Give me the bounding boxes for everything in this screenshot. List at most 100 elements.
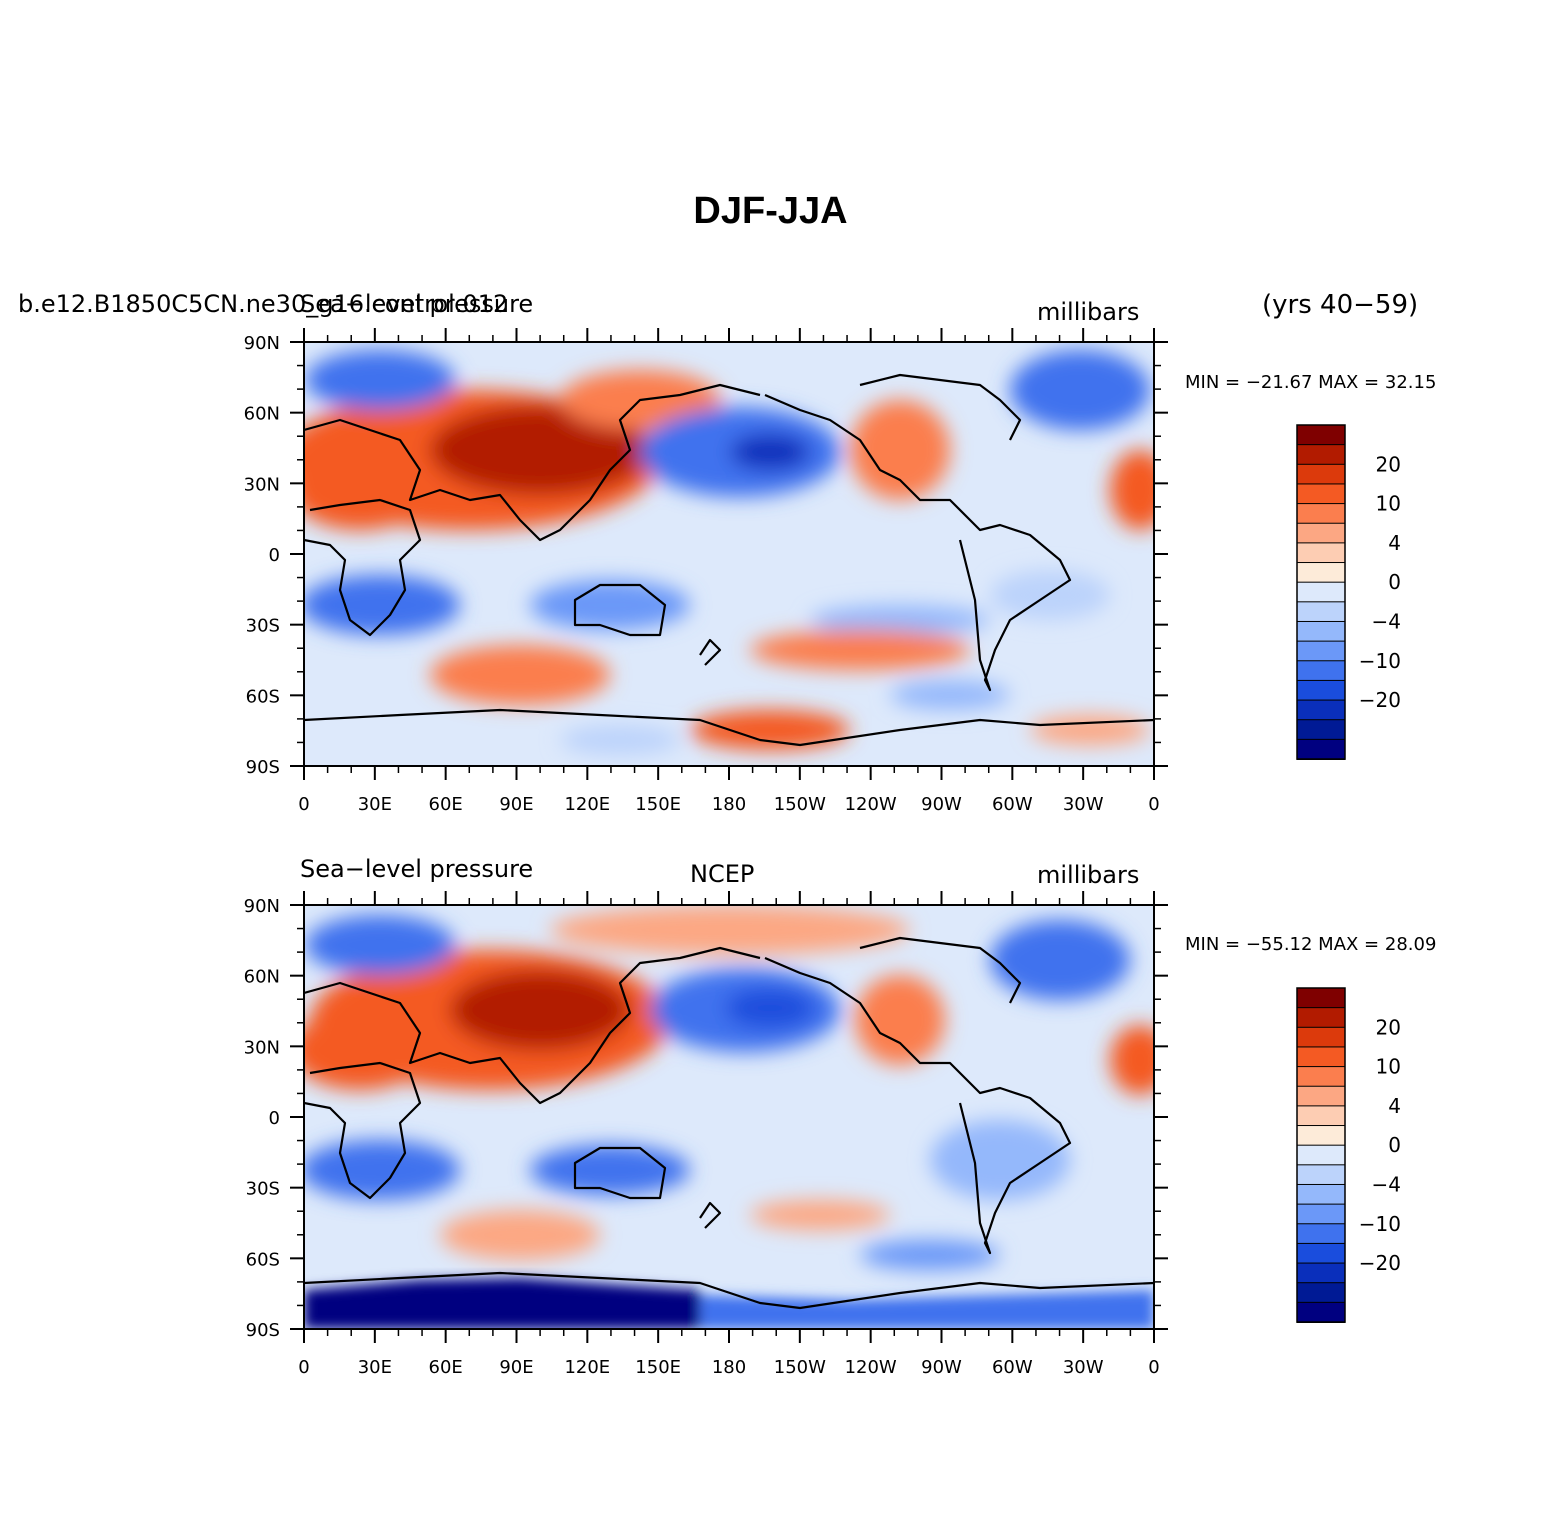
map-axes: 90N 60N 30N 0 30S 60S 90S 0 30E 60E 90E 120E 150E 180… — [244, 328, 1168, 1378]
lon-tick-label: 150E — [635, 1357, 681, 1378]
lon-tick-label: 0 — [298, 794, 309, 815]
colorbar-swatch — [1296, 1164, 1346, 1186]
colorbar-swatch — [1296, 1085, 1346, 1107]
lat-tick-label: 0 — [269, 1108, 280, 1129]
lat-tick-label: 60N — [244, 967, 280, 988]
lat-tick-label: 0 — [269, 545, 280, 566]
lon-tick-label: 180 — [712, 794, 746, 815]
colorbar-label: 20 — [1376, 452, 1401, 476]
lat-tick-label: 30S — [246, 616, 280, 637]
colorbar-label: 4 — [1388, 1094, 1401, 1118]
colorbar-swatch — [1296, 444, 1346, 466]
colorbar-swatch — [1296, 1262, 1346, 1284]
colorbar-swatch — [1296, 1007, 1346, 1029]
lon-tick-label: 60W — [992, 794, 1033, 815]
colorbar-swatch — [1296, 620, 1346, 643]
colorbar-swatch — [1296, 660, 1346, 682]
panel1-case-label: b.e12.B1850C5CN.ne30_g16.control.012 — [18, 290, 509, 318]
lat-tick-label: 90N — [244, 333, 280, 354]
panel1-units-label: millibars — [1037, 298, 1140, 326]
figure-title: DJF-JJA — [693, 190, 848, 232]
years-label: (yrs 40−59) — [1262, 290, 1419, 320]
lat-tick-label: 30S — [246, 1179, 280, 1200]
colorbar-swatch — [1296, 1125, 1346, 1147]
colorbar-swatch — [1296, 503, 1346, 525]
lon-tick-label: 90W — [921, 794, 962, 815]
colorbar-swatch — [1296, 562, 1346, 584]
colorbar-swatch — [1296, 1183, 1346, 1206]
colorbars: 20 10 4 0 −4 −10 −20 20 10 4 0 −4 −10 −20 — [1296, 424, 1401, 1323]
colorbar-swatch — [1296, 1066, 1346, 1088]
colorbar-swatch — [1296, 463, 1346, 485]
lat-tick-label: 60S — [246, 686, 280, 707]
panel2-units-label: millibars — [1037, 861, 1140, 889]
lat-tick-label: 30N — [244, 474, 280, 495]
colorbar-label: 4 — [1388, 531, 1401, 555]
colorbar-swatch — [1296, 640, 1346, 662]
colorbar-swatch — [1296, 424, 1346, 446]
panel1-map — [303, 341, 1155, 767]
lat-tick-label: 90N — [244, 896, 280, 917]
colorbar-swatch — [1296, 1203, 1346, 1225]
panel1-colorbar: 20 10 4 0 −4 −10 −20 — [1296, 424, 1401, 761]
lat-tick-label: 90S — [246, 757, 280, 778]
lon-tick-label: 150W — [774, 794, 826, 815]
panel1-axes: 90N 60N 30N 0 30S 60S 90S 0 30E 60E 90E 120E 150E 180… — [244, 328, 1168, 815]
colorbar-swatch — [1296, 738, 1346, 761]
colorbar-swatch — [1296, 1242, 1346, 1265]
colorbar-swatch — [1296, 1144, 1346, 1166]
lat-tick-label: 60N — [244, 404, 280, 425]
lon-tick-label: 0 — [1148, 1357, 1159, 1378]
colorbar-frame — [1296, 987, 1346, 1323]
colorbar-label: 0 — [1388, 570, 1401, 594]
colorbar-label: 10 — [1376, 1055, 1401, 1079]
lat-tick-label: 60S — [246, 1249, 280, 1270]
lon-tick-label: 180 — [712, 1357, 746, 1378]
colorbar-swatch — [1296, 1301, 1346, 1323]
colorbar-label: −4 — [1372, 1172, 1401, 1196]
colorbar-swatch — [1296, 987, 1346, 1009]
panel2-axes: 90N 60N 30N 0 30S 60S 90S 0 30E 60E 90E 120E 150E 180… — [244, 891, 1168, 1378]
colorbar-label: −20 — [1359, 688, 1401, 712]
panel1-minmax: MIN = −21.67 MAX = 32.15 — [1185, 372, 1437, 393]
lon-tick-label: 30W — [1063, 1357, 1104, 1378]
colorbar-swatch — [1296, 1046, 1346, 1068]
colorbar-label: −10 — [1359, 1212, 1401, 1236]
colorbar-swatch — [1296, 1105, 1346, 1127]
lon-tick-label: 90E — [499, 1357, 533, 1378]
colorbar-swatch — [1296, 601, 1346, 623]
lon-tick-label: 120W — [845, 1357, 897, 1378]
lon-tick-label: 0 — [1148, 794, 1159, 815]
lon-tick-label: 30W — [1063, 794, 1104, 815]
panel2-variable-label: Sea−level pressure — [300, 855, 534, 883]
panel2-minmax: MIN = −55.12 MAX = 28.09 — [1185, 934, 1437, 955]
lon-tick-label: 0 — [298, 1357, 309, 1378]
lon-tick-label: 150E — [635, 794, 681, 815]
colorbar-label: 20 — [1376, 1015, 1401, 1039]
colorbar-label: 10 — [1376, 492, 1401, 516]
lat-tick-label: 90S — [246, 1320, 280, 1341]
lon-tick-label: 60W — [992, 1357, 1033, 1378]
colorbar-swatch — [1296, 522, 1346, 544]
lon-tick-label: 90W — [921, 1357, 962, 1378]
lon-tick-label: 120E — [564, 1357, 610, 1378]
panel1-variable-label: Sea−level pressure — [300, 290, 534, 318]
colorbar-swatch — [1296, 542, 1346, 564]
lon-tick-label: 30E — [358, 1357, 392, 1378]
lat-tick-label: 30N — [244, 1037, 280, 1058]
colorbar-swatch — [1296, 483, 1346, 505]
colorbar-swatch — [1296, 1223, 1346, 1245]
lon-tick-label: 120W — [845, 794, 897, 815]
lon-tick-label: 150W — [774, 1357, 826, 1378]
colorbar-swatch — [1296, 699, 1346, 721]
lon-tick-label: 30E — [358, 794, 392, 815]
colorbar-label: 0 — [1388, 1133, 1401, 1157]
colorbar-swatch — [1296, 1282, 1346, 1304]
colorbar-swatch — [1296, 581, 1346, 603]
colorbar-label: −20 — [1359, 1251, 1401, 1275]
panel2-map — [303, 904, 1155, 1330]
lon-tick-label: 90E — [499, 794, 533, 815]
lon-tick-label: 120E — [564, 794, 610, 815]
lon-tick-label: 60E — [429, 794, 463, 815]
